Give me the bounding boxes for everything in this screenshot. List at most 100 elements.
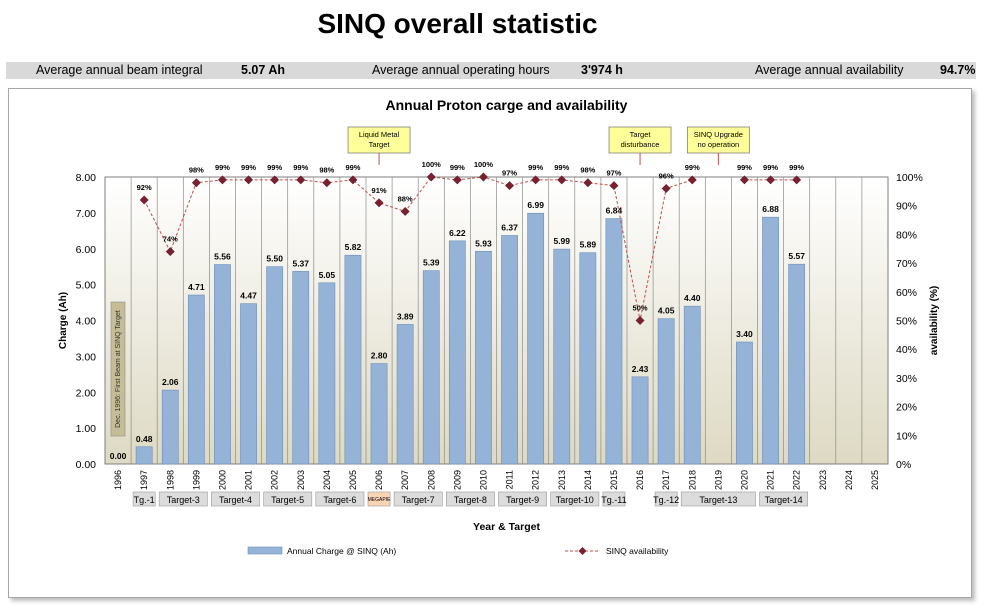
availability-marker: [531, 175, 541, 185]
target-label-box: [654, 491, 678, 507]
annotation-box: [686, 126, 750, 154]
x-tick-label: 2004: [322, 470, 332, 490]
bar: [527, 212, 545, 465]
target-label-box: [602, 491, 626, 507]
availability-data-label: 97%: [606, 169, 621, 178]
y2-tick-label: 50%: [896, 316, 917, 328]
bar: [344, 254, 362, 465]
y2-tick-label: 30%: [896, 373, 917, 385]
target-label-box: [445, 491, 495, 507]
y-tick-label: 8.00: [76, 172, 97, 184]
y-tick-label: 5.00: [76, 280, 97, 292]
annotation-text: SINQ Upgrade: [694, 130, 743, 139]
bar: [736, 341, 753, 465]
bar: [475, 250, 492, 465]
bar: [187, 294, 205, 465]
availability-marker: [270, 175, 280, 185]
bar-data-label: 5.39: [423, 258, 440, 268]
bar-data-label: 4.05: [658, 306, 675, 316]
bar-data-label: 5.93: [475, 238, 492, 248]
bar: [788, 263, 806, 465]
bar: [161, 389, 179, 465]
y-tick-label: 4.00: [76, 316, 97, 328]
x-tick-label: 2002: [270, 470, 280, 490]
beam-integral-label: Average annual beam integral: [36, 63, 203, 77]
target-label-box: [550, 491, 600, 507]
availability-data-label: 99%: [267, 163, 282, 172]
first-beam-note: Dec. 1996: First Beam at SINQ Target: [115, 310, 122, 428]
bar-data-label: 5.89: [580, 240, 597, 250]
x-tick-label: 2025: [870, 470, 880, 490]
availability-marker: [661, 183, 671, 194]
availability-marker: [452, 175, 462, 185]
bar-data-label: 5.99: [553, 236, 570, 246]
target-label: Target-14: [765, 495, 803, 505]
bar-data-label: 5.37: [292, 258, 309, 268]
annotation-text: Target: [369, 140, 391, 149]
availability-data-label: 98%: [189, 166, 204, 175]
bar-data-label: 4.71: [188, 282, 205, 292]
bar-data-label: 6.37: [501, 222, 518, 232]
availability-marker: [609, 181, 619, 191]
availability-marker: [583, 178, 593, 188]
x-tick-label: 2018: [687, 470, 697, 490]
operating-hours-value: 3'974 h: [581, 63, 623, 77]
availability-data-label: 91%: [372, 186, 387, 195]
bar-data-label: 4.47: [240, 291, 257, 301]
target-label-box: [759, 491, 809, 507]
bar: [370, 363, 388, 465]
x-tick-label: 2021: [766, 470, 776, 490]
target-label: Target-6: [323, 495, 356, 505]
page-title: SINQ overall statistic: [317, 8, 598, 39]
availability-data-label: 99%: [215, 163, 230, 172]
availability-data-label: 99%: [450, 163, 465, 172]
bar-data-label: 0.00: [110, 451, 127, 461]
x-tick-label: 1997: [139, 470, 149, 490]
availability-data-label: 99%: [293, 163, 308, 172]
annotation-text: disturbance: [621, 140, 660, 149]
x-tick-label: 2024: [844, 470, 854, 490]
bar-data-label: 0.48: [136, 434, 153, 444]
bar: [422, 270, 440, 465]
target-label-box: [132, 491, 156, 507]
bar: [501, 235, 518, 465]
annotation-box: [608, 126, 672, 154]
x-tick-label: 1996: [113, 470, 123, 490]
stats-bar: Average annual beam integral 5.07 Ah Ave…: [6, 62, 976, 79]
x-tick-label: 2009: [452, 470, 462, 490]
annotation-text: no operation: [697, 140, 739, 149]
y-tick-label: 7.00: [76, 208, 97, 220]
bar-data-label: 3.89: [397, 311, 414, 321]
y-tick-label: 2.00: [76, 387, 97, 399]
x-tick-label: 2006: [374, 470, 384, 490]
target-label: Tg.-11: [601, 495, 626, 505]
availability-data-label: 100%: [474, 160, 494, 169]
availability-data-label: 92%: [137, 183, 152, 192]
x-tick-label: 2012: [531, 470, 541, 490]
y2-tick-label: 40%: [896, 344, 917, 356]
availability-data-label: 99%: [528, 163, 543, 172]
availability-marker: [739, 175, 750, 185]
x-tick-label: 2007: [400, 470, 410, 490]
availability-data-label: 74%: [163, 235, 178, 244]
availability-data-label: 99%: [737, 163, 752, 172]
availability-value: 94.7%: [940, 63, 976, 77]
availability-marker: [296, 175, 306, 185]
annotation-text: Target: [630, 130, 652, 139]
y2-tick-label: 90%: [896, 201, 917, 213]
target-label-box: [211, 491, 260, 507]
target-label-box: [263, 491, 313, 507]
bar: [683, 305, 701, 465]
y-axis-label: Charge (Ah): [58, 292, 69, 349]
availability-marker: [792, 175, 802, 185]
y-tick-label: 0.00: [76, 459, 97, 471]
target-label: Tg.-1: [134, 495, 155, 505]
x-tick-label: 2014: [583, 470, 593, 490]
bar-data-label: 5.05: [319, 270, 336, 280]
bar: [292, 271, 310, 465]
bar: [657, 318, 675, 465]
availability-marker: [217, 175, 228, 185]
bar: [214, 264, 231, 465]
availability-marker: [165, 247, 175, 257]
